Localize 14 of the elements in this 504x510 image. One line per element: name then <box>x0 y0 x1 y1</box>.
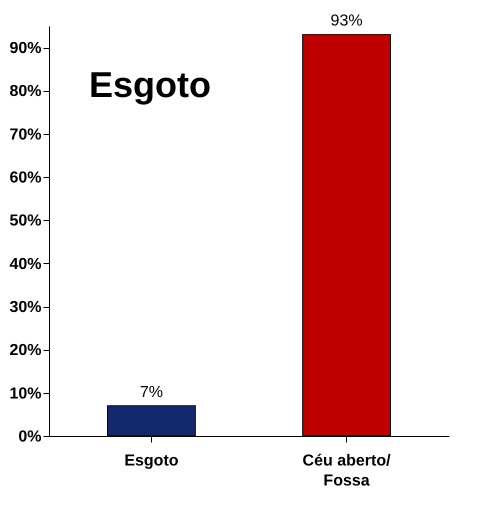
y-tick-label: 60% <box>9 170 42 187</box>
data-label: 93% <box>330 12 363 30</box>
y-tick-label: 70% <box>9 126 42 144</box>
y-tick-label: 40% <box>9 256 42 273</box>
y-tick-label: 10% <box>9 385 42 402</box>
data-label: 7% <box>140 384 163 401</box>
y-tick-label: 90% <box>9 40 42 58</box>
y-tick-label: 20% <box>9 342 42 360</box>
text: Esgoto <box>89 64 211 105</box>
y-tick-label: 30% <box>9 299 42 316</box>
y-tick-label: 0% <box>18 428 42 446</box>
y-tick-label: 80% <box>9 83 42 100</box>
x-tick-label: Céu aberto/ Fossa <box>302 452 392 490</box>
y-tick-label: 50% <box>9 212 42 230</box>
